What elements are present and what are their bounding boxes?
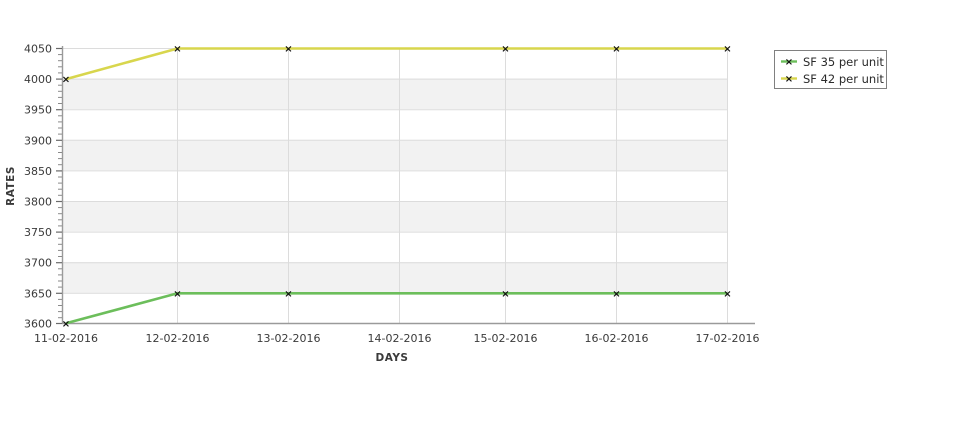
- legend-label: SF 35 per unit: [803, 55, 884, 69]
- data-point-marker: ×: [723, 289, 731, 300]
- y-tick-label: 3850: [24, 165, 52, 178]
- x-tick-label: 17-02-2016: [696, 332, 760, 345]
- y-tick-label: 4000: [24, 73, 52, 86]
- series-markers: × × × × × ×: [62, 289, 732, 330]
- x-axis-title: DAYS: [375, 352, 408, 364]
- data-point-marker: ×: [173, 289, 181, 300]
- data-point-marker: ×: [501, 44, 509, 55]
- x-tick-label: 11-02-2016: [34, 332, 98, 345]
- series-sf-35-per-unit: × × × × × ×: [62, 289, 732, 330]
- x-tick-label: 12-02-2016: [146, 332, 210, 345]
- data-point-marker: ×: [173, 44, 181, 55]
- legend-box: [774, 50, 887, 89]
- y-tick-label: 3700: [24, 257, 52, 270]
- y-minor-ticks: [58, 54, 62, 319]
- y-tick-label: 3650: [24, 287, 52, 300]
- y-tick-label: 3950: [24, 104, 52, 117]
- data-point-marker: ×: [62, 75, 70, 86]
- legend-item-sf-42-per-unit[interactable]: × SF 42 per unit: [781, 72, 884, 86]
- data-point-marker: ×: [284, 44, 292, 55]
- y-major-ticks: [56, 47, 62, 325]
- data-point-marker: ×: [62, 319, 70, 330]
- y-axis-title: RATES: [5, 166, 17, 206]
- x-tick-labels: 11-02-2016 12-02-2016 13-02-2016 14-02-2…: [34, 332, 759, 345]
- legend-label: SF 42 per unit: [803, 72, 884, 86]
- y-tick-label: 3900: [24, 134, 52, 147]
- legend-marker-icon: ×: [785, 57, 793, 68]
- data-point-marker: ×: [612, 289, 620, 300]
- legend-item-sf-35-per-unit[interactable]: × SF 35 per unit: [781, 55, 884, 69]
- vertical-gridlines: [177, 48, 728, 323]
- x-tick-label: 13-02-2016: [257, 332, 321, 345]
- series-markers: × × × × × ×: [62, 44, 732, 86]
- data-point-marker: ×: [723, 44, 731, 55]
- data-point-marker: ×: [501, 289, 509, 300]
- data-point-marker: ×: [612, 44, 620, 55]
- y-tick-label: 3800: [24, 196, 52, 209]
- x-tick-label: 16-02-2016: [585, 332, 649, 345]
- legend: × SF 35 per unit × SF 42 per unit: [774, 50, 887, 89]
- y-tick-labels: 3600 3650 3700 3750 3800 3850 3900 3950 …: [24, 43, 52, 331]
- y-tick-label: 3600: [24, 318, 52, 331]
- x-tick-label: 15-02-2016: [474, 332, 538, 345]
- legend-marker-icon: ×: [785, 74, 793, 85]
- y-tick-label: 3750: [24, 226, 52, 239]
- y-tick-label: 4050: [24, 43, 52, 56]
- plot-bands: [62, 48, 727, 324]
- data-point-marker: ×: [284, 289, 292, 300]
- x-tick-label: 14-02-2016: [368, 332, 432, 345]
- series-sf-42-per-unit: × × × × × ×: [62, 44, 732, 86]
